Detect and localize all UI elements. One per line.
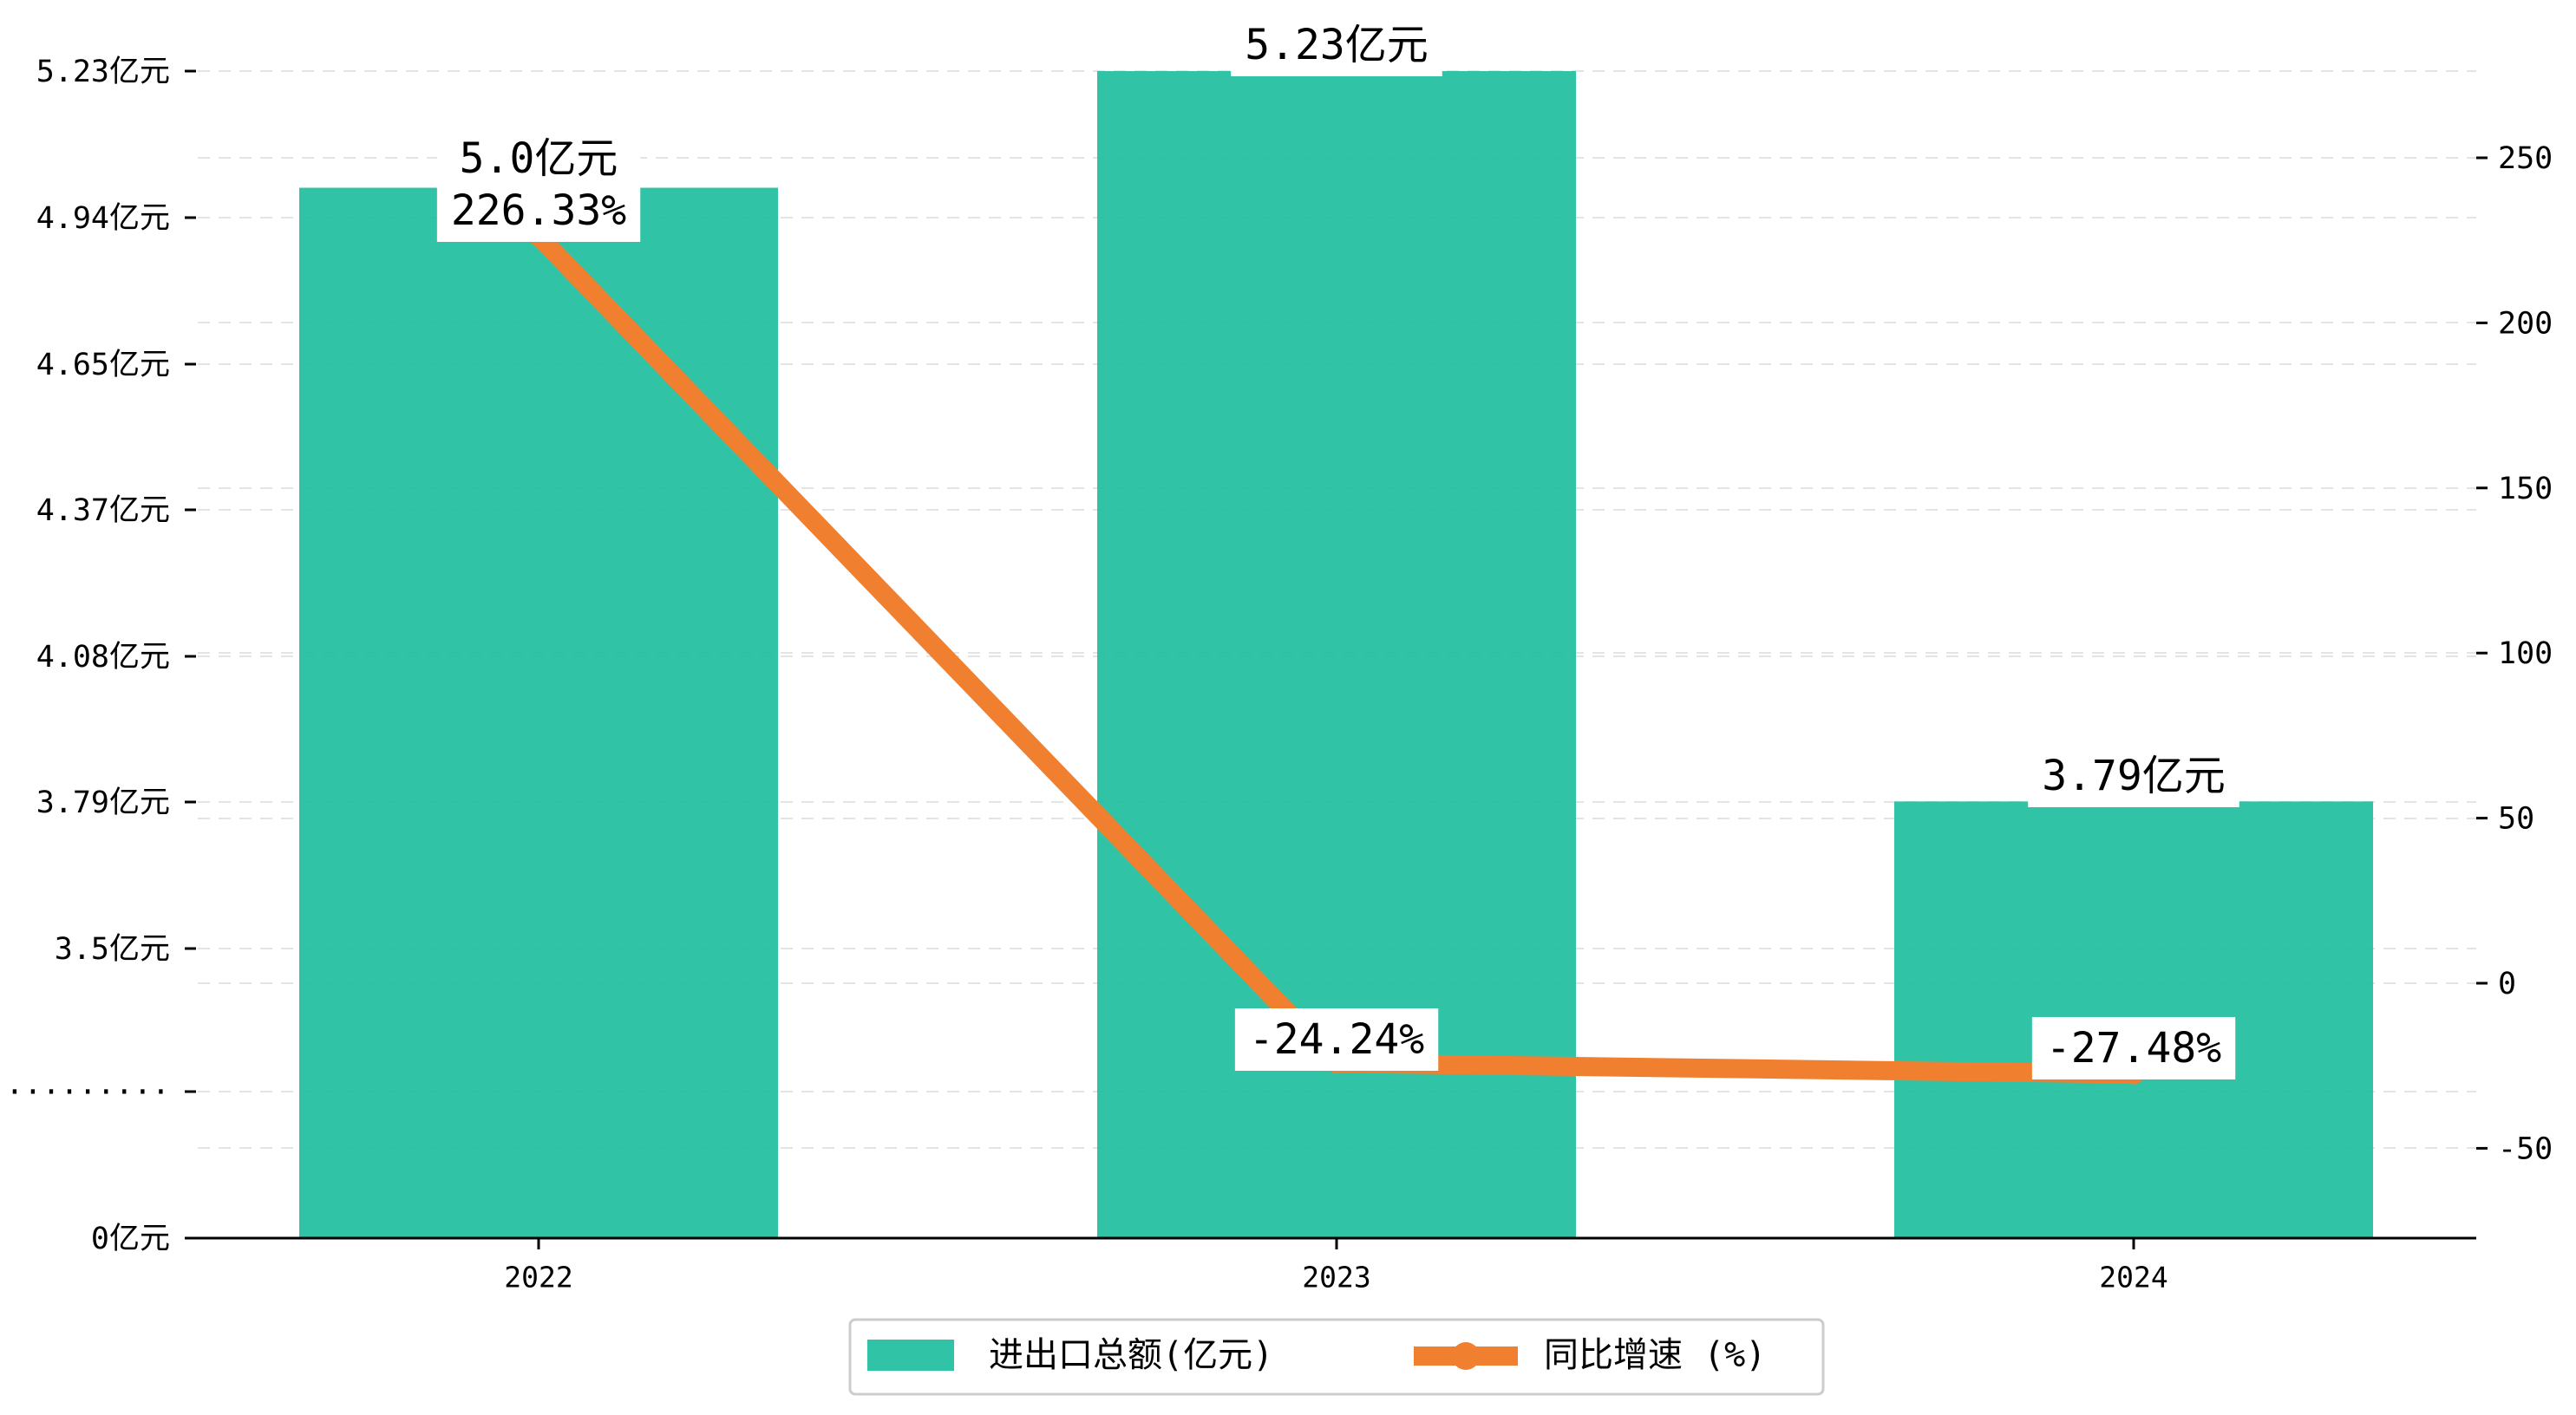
y-left-tick-label: ········· <box>5 1075 170 1110</box>
legend-line-marker <box>1452 1342 1480 1370</box>
bar-value-label: 5.23亿元 <box>1245 21 1429 69</box>
legend-line-label: 同比增速 (%) <box>1544 1335 1766 1375</box>
x-tick-label: 2022 <box>504 1261 572 1294</box>
bar-value-label-bg <box>1231 14 1442 76</box>
y-right-tick-label: 200 <box>2498 306 2553 341</box>
y-left-tick-label: 4.08亿元 <box>36 640 170 675</box>
y-right-tick-label: 50 <box>2498 802 2534 837</box>
y-left-tick-label: 5.23亿元 <box>36 55 170 89</box>
legend-bar-swatch <box>867 1340 954 1371</box>
y-left-tick-label: 3.5亿元 <box>55 932 170 967</box>
legend: 进出口总额(亿元) 同比增速 (%) <box>848 1318 1825 1396</box>
bar-value-label-bg <box>436 147 641 242</box>
y-right-tick-label: 150 <box>2498 472 2553 506</box>
line-value-label: -27.48% <box>2046 1024 2221 1073</box>
y-right-tick-label: 100 <box>2498 636 2553 671</box>
legend-box <box>848 1318 1825 1396</box>
bar-value-label-bg <box>2028 745 2239 807</box>
y-left-tick-label: 0亿元 <box>91 1222 170 1256</box>
y-left-tick-label: 4.65亿元 <box>36 348 170 382</box>
y-right-tick-label: 0 <box>2498 967 2516 1001</box>
y-right-tick-label: -50 <box>2498 1131 2553 1166</box>
x-tick-label: 2024 <box>2099 1261 2167 1294</box>
x-tick-label: 2023 <box>1302 1261 1370 1294</box>
y-right-tick-label: 250 <box>2498 141 2553 176</box>
line-value-label-bg <box>1234 1008 1439 1071</box>
bar <box>299 187 778 1239</box>
bar-value-label: 5.0亿元 <box>460 134 618 183</box>
line-value-label-group: -27.48% <box>2031 1017 2236 1079</box>
y-left-tick-label: 3.79亿元 <box>36 786 170 820</box>
bar-value-label: 3.79亿元 <box>2042 752 2226 800</box>
y-left-tick-label: 4.94亿元 <box>36 201 170 236</box>
line-value-label-bg <box>2031 1017 2236 1079</box>
bar-value-label-group: 3.79亿元 <box>2028 745 2239 807</box>
legend-bar-label: 进出口总额(亿元) <box>989 1335 1273 1375</box>
line-value-label-group: -24.24% <box>1234 1008 1439 1071</box>
axes: 5.23亿元 4.94亿元 4.65亿元 4.37亿元 4.08亿元 3.79亿元 3.5亿… <box>5 55 2553 1294</box>
bar-value-label-group: 5.23亿元 <box>1231 14 1442 76</box>
line-value-label: 226.33% <box>451 186 626 235</box>
y-left-tick-label: 4.37亿元 <box>36 493 170 528</box>
line-value-label: -24.24% <box>1249 1015 1424 1064</box>
